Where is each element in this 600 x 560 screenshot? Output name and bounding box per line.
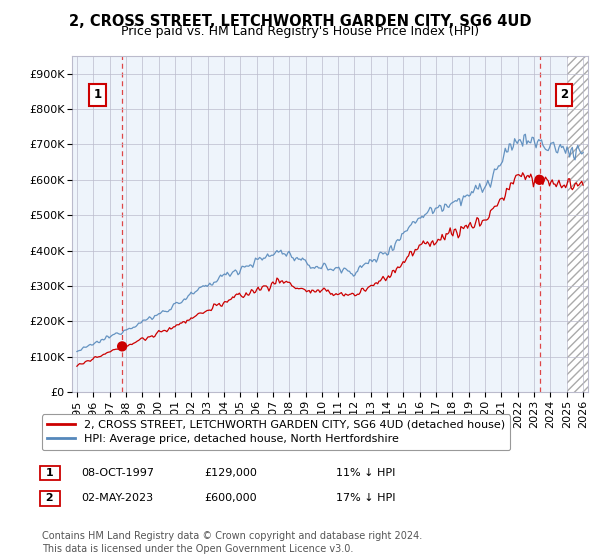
Text: £600,000: £600,000 <box>204 493 257 503</box>
Text: 11% ↓ HPI: 11% ↓ HPI <box>336 468 395 478</box>
Text: 1: 1 <box>42 468 58 478</box>
Text: Contains HM Land Registry data © Crown copyright and database right 2024.
This d: Contains HM Land Registry data © Crown c… <box>42 531 422 554</box>
Text: Price paid vs. HM Land Registry's House Price Index (HPI): Price paid vs. HM Land Registry's House … <box>121 25 479 38</box>
Text: 2, CROSS STREET, LETCHWORTH GARDEN CITY, SG6 4UD: 2, CROSS STREET, LETCHWORTH GARDEN CITY,… <box>69 14 531 29</box>
Text: 2: 2 <box>560 88 568 101</box>
Point <box>118 342 127 351</box>
Text: 02-MAY-2023: 02-MAY-2023 <box>81 493 153 503</box>
Text: £129,000: £129,000 <box>204 468 257 478</box>
Bar <box>567 56 588 392</box>
Text: 08-OCT-1997: 08-OCT-1997 <box>81 468 154 478</box>
Text: 1: 1 <box>94 88 101 101</box>
Legend: 2, CROSS STREET, LETCHWORTH GARDEN CITY, SG6 4UD (detached house), HPI: Average : 2, CROSS STREET, LETCHWORTH GARDEN CITY,… <box>41 414 511 450</box>
Text: 2: 2 <box>42 493 58 503</box>
Text: 17% ↓ HPI: 17% ↓ HPI <box>336 493 395 503</box>
Point <box>535 175 544 184</box>
